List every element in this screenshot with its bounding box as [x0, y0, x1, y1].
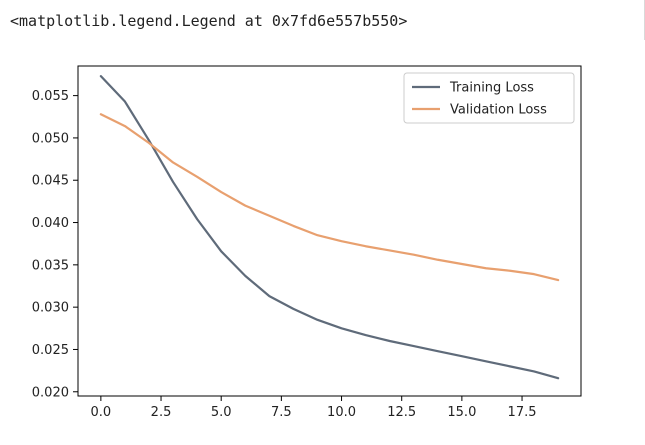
x-tick-label: 0.0	[91, 405, 112, 420]
legend-label-training-loss: Training Loss	[449, 81, 534, 96]
x-tick-label: 15.0	[447, 405, 476, 420]
y-tick-label: 0.035	[32, 258, 69, 273]
y-tick-label: 0.045	[32, 174, 69, 189]
y-tick-label: 0.020	[32, 385, 69, 400]
x-tick-label: 12.5	[387, 405, 416, 420]
y-tick-label: 0.025	[32, 343, 69, 358]
output-repr-text: <matplotlib.legend.Legend at 0x7fd6e557b…	[10, 12, 408, 30]
y-tick-label: 0.055	[32, 89, 69, 104]
x-tick-label: 5.0	[211, 405, 232, 420]
x-tick-label: 10.0	[327, 405, 356, 420]
legend-label-validation-loss: Validation Loss	[450, 103, 547, 118]
legend-box	[403, 72, 575, 124]
y-tick-label: 0.050	[32, 131, 69, 146]
plot-frame	[77, 65, 582, 397]
x-tick-label: 17.5	[508, 405, 537, 420]
y-tick-label: 0.040	[32, 216, 69, 231]
x-tick-label: 7.5	[271, 405, 292, 420]
series-line-training-loss	[99, 75, 560, 380]
y-tick-label: 0.030	[32, 301, 69, 316]
series-line-validation-loss	[99, 113, 560, 282]
x-tick-label: 2.5	[151, 405, 172, 420]
